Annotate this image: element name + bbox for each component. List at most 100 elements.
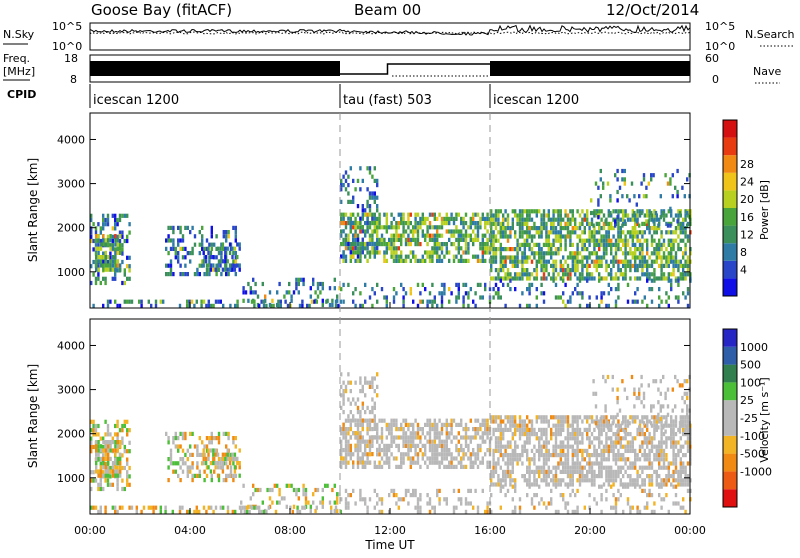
echo-cell [681, 408, 684, 413]
echo-cell [590, 251, 594, 256]
echo-cell [602, 415, 606, 420]
echo-cell [388, 427, 391, 432]
echo-cell [499, 432, 502, 437]
echo-cell [598, 276, 601, 281]
echo-cell [334, 303, 338, 308]
echo-cell [586, 213, 589, 218]
echo-cell [540, 419, 543, 424]
echo-cell [249, 290, 252, 295]
echo-cell [569, 295, 572, 300]
echo-cell [376, 246, 379, 251]
echo-cell [340, 393, 343, 398]
echo-cell [586, 217, 589, 222]
echo-cell [511, 217, 514, 222]
echo-cell [359, 389, 362, 394]
echo-cell [186, 469, 189, 474]
echo-cell [562, 291, 565, 296]
echo-cell [107, 255, 110, 260]
echo-cell [566, 465, 570, 470]
echo-cell [576, 465, 579, 470]
echo-cell [629, 509, 632, 514]
echo-cell [193, 242, 197, 247]
echo-cell [554, 276, 558, 281]
echo-cell [538, 259, 541, 264]
echo-cell [677, 268, 680, 273]
echo-cell [523, 221, 526, 226]
echo-cell [359, 229, 362, 234]
echo-cell [102, 440, 105, 445]
echo-cell [333, 508, 336, 514]
echo-cell [581, 436, 584, 441]
echo-cell [684, 295, 687, 300]
echo-cell [526, 272, 529, 277]
echo-cell [111, 255, 115, 260]
echo-cell [626, 242, 630, 247]
echo-cell [664, 429, 667, 434]
echo-cell [325, 299, 328, 304]
echo-cell [559, 469, 562, 474]
echo-cell [499, 209, 502, 214]
echo-cell [653, 272, 656, 277]
echo-cell [564, 259, 567, 264]
echo-cell [116, 217, 119, 223]
echo-cell [665, 415, 668, 420]
echo-cell [366, 241, 369, 246]
echo-cell [662, 497, 666, 502]
echo-cell [545, 436, 548, 441]
echo-cell [684, 230, 687, 235]
echo-cell [95, 448, 98, 453]
echo-cell [600, 226, 603, 231]
echo-cell [610, 276, 613, 281]
echo-cell [667, 474, 670, 479]
echo-cell [648, 230, 651, 235]
echo-cell [506, 474, 510, 479]
echo-cell [402, 452, 405, 457]
echo-cell [177, 251, 180, 256]
echo-cell [684, 247, 687, 252]
echo-cell [658, 474, 661, 479]
echo-cell [511, 209, 514, 214]
echo-cell [684, 469, 687, 474]
echo-cell [677, 478, 680, 483]
echo-cell [502, 259, 505, 264]
echo-cell [674, 238, 678, 243]
echo-cell [344, 384, 348, 389]
echo-cell [126, 432, 129, 437]
echo-cell [624, 259, 627, 264]
echo-cell [354, 287, 357, 292]
echo-cell [99, 456, 103, 461]
echo-cell [523, 259, 526, 264]
echo-cell [610, 469, 613, 474]
echo-cell [265, 303, 268, 308]
echo-cell [499, 242, 502, 247]
echo-cell [554, 482, 558, 487]
echo-cell [514, 488, 517, 493]
echo-cell [614, 259, 618, 264]
echo-cell [598, 444, 601, 449]
echo-cell [208, 272, 211, 277]
echo-cell [574, 255, 577, 260]
echo-cell [588, 221, 591, 226]
echo-cell [581, 432, 584, 437]
echo-cell [600, 234, 603, 239]
echo-cell [169, 263, 173, 268]
echo-cell [509, 427, 512, 432]
echo-cell [448, 460, 451, 465]
echo-cell [361, 241, 364, 246]
echo-cell [228, 250, 232, 255]
echo-cell [559, 259, 562, 264]
echo-cell [368, 212, 372, 217]
echo-cell [665, 436, 668, 441]
echo-cell [559, 444, 562, 449]
echo-cell [650, 210, 653, 216]
echo-cell [208, 440, 211, 445]
echo-cell [328, 286, 332, 291]
echo-cell [602, 453, 606, 458]
echo-cell [400, 282, 403, 287]
echo-cell [545, 263, 548, 268]
echo-cell [554, 423, 558, 428]
echo-cell [614, 276, 618, 281]
echo-cell [593, 448, 596, 453]
echo-cell [590, 415, 594, 420]
echo-cell [516, 213, 519, 218]
